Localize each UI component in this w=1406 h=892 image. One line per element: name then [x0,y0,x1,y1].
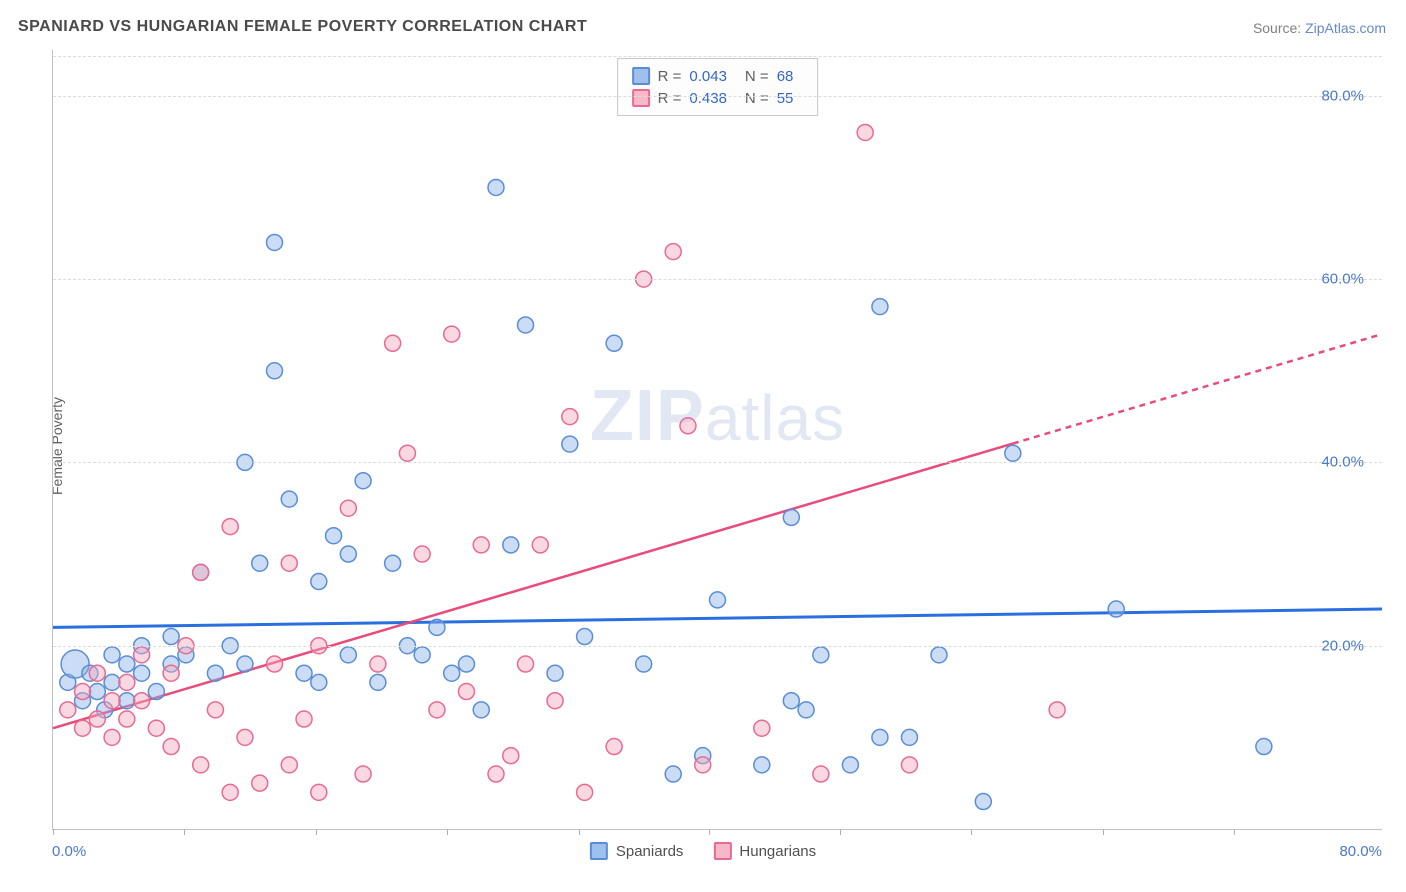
chart-title: SPANIARD VS HUNGARIAN FEMALE POVERTY COR… [18,18,587,36]
hungarians-legend-swatch-icon [713,842,731,860]
y-tick-label: 60.0% [1321,271,1364,288]
stats-legend: R = 0.043 N = 68 R = 0.438 N = 55 [617,58,819,116]
hungarians-n-value: 55 [777,90,794,107]
legend-item-spaniards: Spaniards [590,842,684,860]
spaniards-swatch-icon [632,67,650,85]
x-axis-origin-label: 0.0% [52,843,86,860]
n-label: N = [745,90,769,107]
stats-row-hungarians: R = 0.438 N = 55 [632,87,804,109]
source-value: ZipAtlas.com [1305,20,1386,36]
spaniards-r-value: 0.043 [689,68,727,85]
chart-svg [53,50,1382,829]
r-label: R = [658,90,682,107]
plot-area: ZIPatlas R = 0.043 N = 68 R = 0.438 N = … [52,50,1382,830]
y-tick-label: 20.0% [1321,637,1364,654]
hungarians-legend-label: Hungarians [739,843,816,860]
spaniards-legend-swatch-icon [590,842,608,860]
hungarians-r-value: 0.438 [689,90,727,107]
y-tick-label: 80.0% [1321,87,1364,104]
hungarians-swatch-icon [632,89,650,107]
x-axis-max-label: 80.0% [1339,843,1382,860]
chart-container: SPANIARD VS HUNGARIAN FEMALE POVERTY COR… [0,0,1406,892]
legend-item-hungarians: Hungarians [713,842,816,860]
series-legend: Spaniards Hungarians [590,842,816,860]
source-attribution: Source: ZipAtlas.com [1253,20,1386,36]
n-label: N = [745,68,769,85]
source-label: Source: [1253,20,1301,36]
r-label: R = [658,68,682,85]
spaniards-legend-label: Spaniards [616,843,684,860]
stats-row-spaniards: R = 0.043 N = 68 [632,65,804,87]
spaniards-n-value: 68 [777,68,794,85]
y-tick-label: 40.0% [1321,454,1364,471]
